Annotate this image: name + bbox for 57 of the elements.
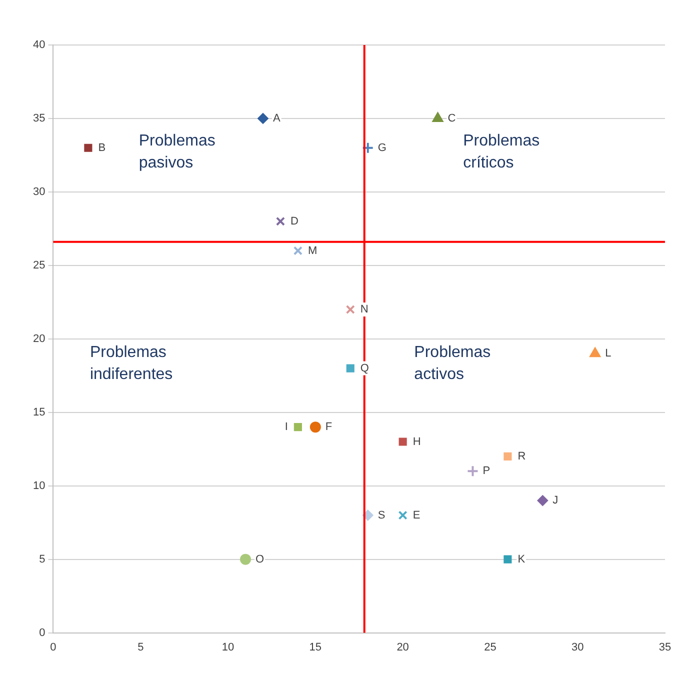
series-label: P [482,465,490,478]
y-tick-label: 5 [39,553,46,566]
x-tick-label: 35 [658,641,672,654]
y-tick-label: 10 [32,480,46,492]
y-tick-label: 15 [32,406,46,418]
series-label: H [412,436,421,448]
series-label: D [290,215,298,228]
point [84,144,92,152]
series-label: C [448,112,456,125]
point [362,142,374,154]
x-tick-label: 15 [309,641,322,654]
point [504,555,512,564]
y-tick-label: 35 [32,112,46,125]
series-label: K [518,553,526,566]
point [294,423,302,432]
series-label: E [412,509,420,522]
point [589,347,601,358]
series-label: Q [360,362,370,374]
x-tick-label: 0 [50,641,56,654]
y-tick-label: 30 [32,186,46,198]
y-tick-label: 40 [32,39,46,52]
point [504,452,512,460]
series-label: F [325,421,332,434]
x-tick-label: 5 [138,641,144,654]
x-tick-label: 10 [222,641,234,654]
point [537,495,548,506]
y-tick-label: 0 [39,626,46,639]
series-label: G [378,142,386,154]
point [346,364,354,372]
series-label: S [378,509,386,522]
annotation: Problemas pasivos [138,132,216,172]
series-label: A [272,112,281,125]
series-label: B [98,142,106,154]
annotation: Problemas indiferentes [90,344,173,384]
point [466,465,479,478]
series-label: J [552,494,558,507]
y-tick-label: 25 [32,259,46,272]
series-label: M [308,244,318,257]
annotation: Problemas críticos [463,132,540,172]
series-label: R [518,450,526,462]
series-label: N [360,304,368,316]
series-label: I [284,421,288,434]
point [293,246,302,256]
x-tick-label: 30 [571,641,584,654]
x-tick-label: 25 [484,641,496,654]
y-tick-label: 20 [32,332,46,345]
series-label: L [605,348,612,360]
point [310,422,321,433]
point [276,216,285,226]
series-label: O [256,553,265,566]
annotation: Problemas activos [414,344,491,384]
x-tick-label: 20 [396,641,409,654]
point [398,438,407,446]
point [257,112,268,124]
point [398,510,408,520]
point [240,554,252,565]
point [346,304,355,314]
